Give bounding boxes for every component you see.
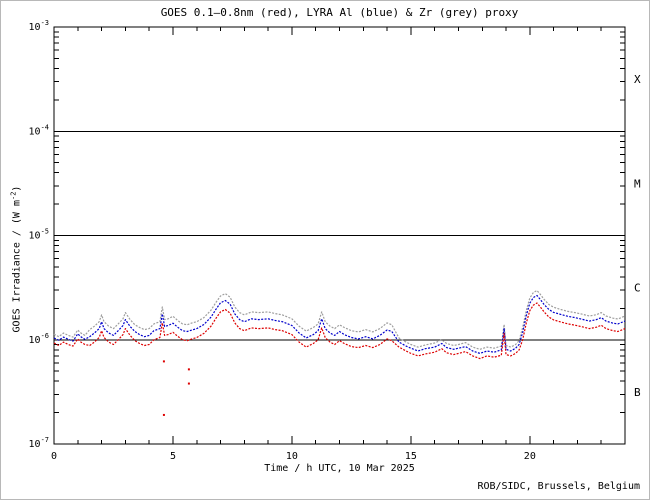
x-axis-label: Time / h UTC, 10 Mar 2025 [264,463,415,474]
credit-text: ROB/SIDC, Brussels, Belgium [477,481,640,492]
x-tick-label: 20 [524,451,536,462]
outlier-dot [162,360,165,363]
flare-class-label: C [634,282,641,295]
y-tick-label: 10-3 [29,19,49,33]
x-tick-label: 5 [170,451,176,462]
outlier-dot [187,368,190,371]
y-tick-label: 10-7 [29,436,49,450]
y-tick-label: 10-6 [29,332,49,346]
y-tick-label: 10-4 [29,123,49,137]
chart-title: GOES 0.1–0.8nm (red), LYRA Al (blue) & Z… [160,6,519,19]
flare-class-label: B [634,386,641,399]
flare-class-label: M [634,177,641,190]
flare-class-label: X [634,73,641,86]
x-tick-label: 15 [405,451,417,462]
y-tick-label: 10-5 [29,228,49,242]
series-blue [53,294,626,354]
series-grey [53,289,626,350]
x-tick-label: 0 [51,451,57,462]
outlier-dot [187,382,190,385]
outlier-dot [162,413,165,416]
x-tick-label: 10 [286,451,298,462]
series-red [53,302,626,360]
